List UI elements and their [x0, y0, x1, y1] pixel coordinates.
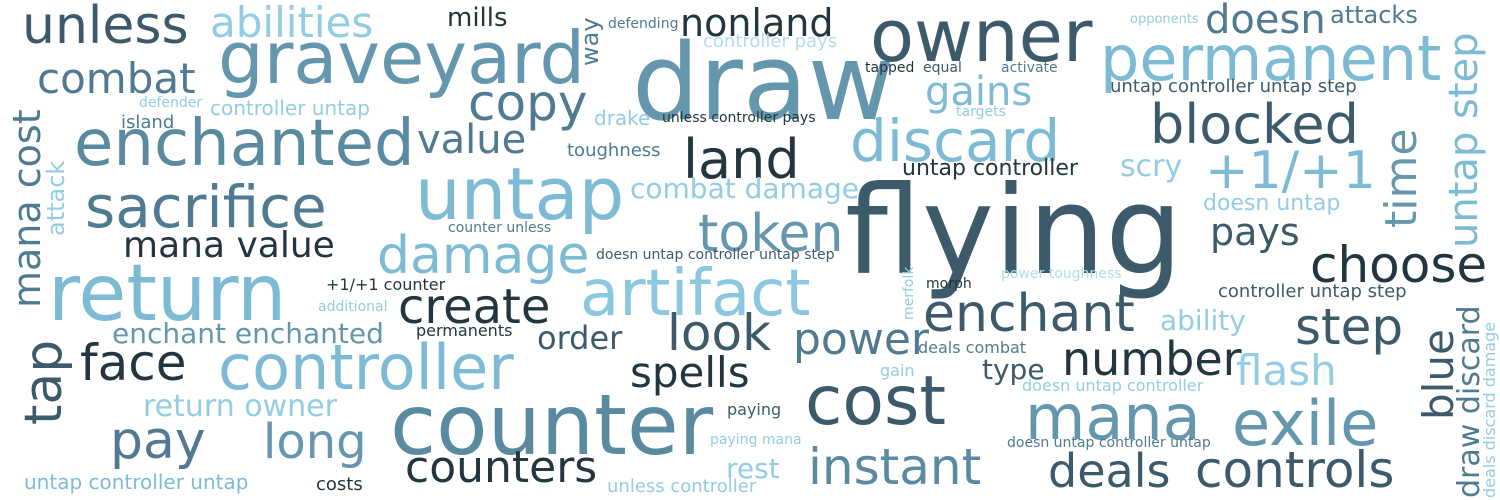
- word-controller-untap-step: controller untap step: [1218, 281, 1407, 302]
- word-power-toughness: power toughness: [1001, 266, 1122, 282]
- word-graveyard: graveyard: [218, 16, 586, 100]
- word-controller-untap: controller untap: [210, 96, 370, 120]
- word-blocked: blocked: [1150, 93, 1359, 156]
- word-time: time: [1376, 128, 1427, 228]
- word-equal: equal: [923, 60, 962, 76]
- word-untap-controller: untap controller: [902, 156, 1078, 181]
- word-plus-one-counter: +1/+1 counter: [326, 275, 446, 294]
- word-power: power: [793, 314, 929, 365]
- word-unless: unless: [22, 0, 189, 56]
- word-damage: damage: [377, 226, 590, 286]
- word-abilities: abilities: [210, 0, 374, 47]
- word-value: value: [417, 117, 527, 163]
- word-drake: drake: [594, 106, 651, 130]
- word-long: long: [263, 414, 367, 470]
- word-owner: owner: [870, 0, 1093, 78]
- word-enchant: enchant: [923, 284, 1135, 344]
- word-flying: flying: [845, 160, 1183, 302]
- word-doesn-untap-controller-untap: doesn untap controller untap: [1007, 435, 1211, 451]
- word-doesn-untap-controller-untap-step: doesn untap controller untap step: [596, 247, 835, 263]
- word-counter-unless: counter unless: [448, 220, 552, 236]
- word-step: step: [1295, 298, 1404, 356]
- word-return-owner: return owner: [143, 389, 337, 424]
- word-deals-combat: deals combat: [918, 338, 1027, 357]
- word-paying: paying: [727, 400, 782, 419]
- word-face: face: [80, 334, 187, 392]
- word-land: land: [683, 128, 800, 191]
- word-ability: ability: [1160, 304, 1246, 337]
- word-controller-pays: controller pays: [703, 31, 838, 52]
- word-mills: mills: [447, 3, 508, 33]
- word-enchant-enchanted: enchant enchanted: [112, 317, 384, 350]
- word-untap-step: untap step: [1441, 32, 1487, 248]
- word-permanents: permanents: [416, 321, 513, 340]
- word-unless-controller-pays: unless controller pays: [662, 110, 816, 126]
- word-controller: controller: [218, 331, 514, 404]
- word-look: look: [667, 304, 772, 362]
- word-way: way: [576, 17, 604, 66]
- word-sacrifice: sacrifice: [85, 173, 327, 241]
- word-island: island: [121, 112, 175, 133]
- word-controls: controls: [1195, 441, 1395, 499]
- word-defender: defender: [139, 95, 203, 111]
- word-combat: combat: [37, 54, 196, 103]
- word-counters: counters: [405, 442, 598, 493]
- word-counter: counter: [390, 376, 714, 474]
- word-tapped: tapped: [865, 60, 915, 76]
- word-artifact: artifact: [580, 257, 811, 331]
- word-doesn-untap-controller: doesn untap controller: [1022, 376, 1204, 395]
- word-pays: pays: [1210, 210, 1300, 254]
- word-mana-cost: mana cost: [5, 109, 49, 308]
- word-plus-one: +1/+1: [1205, 141, 1376, 201]
- word-activate: activate: [1001, 60, 1058, 76]
- word-attacks: attacks: [1330, 1, 1418, 29]
- word-deals-discard-damage: deals discard damage: [1480, 321, 1499, 498]
- word-untap-controller-untap-step: untap controller untap step: [1110, 76, 1357, 97]
- word-untap: untap: [415, 152, 625, 236]
- word-targets: targets: [956, 104, 1006, 120]
- word-additional: additional: [318, 299, 388, 315]
- word-choose: choose: [1310, 236, 1488, 294]
- word-nonland: nonland: [680, 1, 834, 45]
- word-rest: rest: [726, 452, 780, 485]
- word-unless-controller: unless controller: [607, 476, 757, 497]
- word-token: token: [698, 204, 844, 264]
- word-return: return: [48, 249, 287, 339]
- word-combat-damage: combat damage: [630, 172, 859, 205]
- word-morph: morph: [926, 276, 972, 292]
- word-doesn-untap: doesn untap: [1203, 191, 1341, 216]
- word-opponents: opponents: [1130, 12, 1199, 27]
- word-gain: gain: [880, 361, 915, 380]
- word-scry: scry: [1120, 149, 1183, 184]
- word-merfolk: merfolk: [901, 266, 917, 321]
- word-untap-controller-untap: untap controller untap: [24, 470, 249, 494]
- word-doesn: doesn: [1205, 0, 1326, 43]
- word-tap: tap: [14, 339, 74, 425]
- word-exile: exile: [1232, 387, 1379, 460]
- word-draw: draw: [632, 21, 895, 144]
- word-order: order: [537, 319, 623, 357]
- word-instant: instant: [808, 438, 982, 496]
- word-cost: cost: [805, 362, 947, 441]
- word-permanent: permanent: [1100, 22, 1442, 95]
- word-paying-mana: paying mana: [710, 432, 802, 448]
- word-type: type: [982, 353, 1045, 386]
- word-pay: pay: [110, 411, 206, 471]
- word-gains: gains: [925, 69, 1033, 115]
- word-copy: copy: [468, 74, 588, 132]
- word-enchanted: enchanted: [74, 107, 415, 181]
- word-flash: flash: [1236, 346, 1337, 395]
- word-costs: costs: [316, 474, 363, 495]
- word-discard: discard: [850, 107, 1061, 175]
- word-defending: defending: [608, 16, 679, 32]
- word-mana-value: mana value: [123, 225, 335, 266]
- word-number: number: [1062, 332, 1242, 386]
- word-mana: mana: [1025, 381, 1201, 454]
- word-attack: attack: [42, 160, 70, 236]
- word-toughness: toughness: [567, 140, 661, 161]
- word-create: create: [398, 279, 551, 335]
- word-deals: deals: [1048, 444, 1171, 498]
- word-spells: spells: [630, 348, 750, 397]
